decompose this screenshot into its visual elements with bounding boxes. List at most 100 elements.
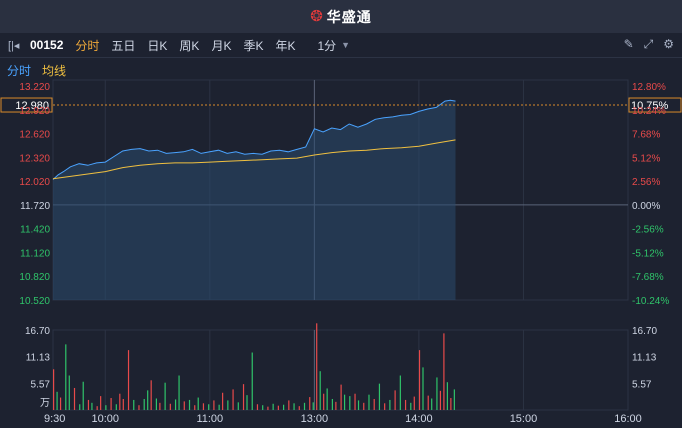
price-fill	[53, 100, 456, 300]
volume-bar	[164, 382, 166, 410]
pct-tick-label: 10.24%	[632, 106, 666, 117]
volume-bar	[357, 400, 360, 410]
volume-bar	[326, 388, 328, 410]
tab-five-day[interactable]: 五日	[111, 38, 136, 53]
volume-bar	[232, 389, 234, 410]
volume-bar	[127, 350, 130, 410]
tab-weekly-k[interactable]: 周K	[179, 38, 200, 53]
tab-quarterly-k[interactable]: 季K	[243, 38, 264, 53]
volume-bar	[272, 403, 274, 410]
volume-bar	[277, 405, 279, 410]
volume-bar	[100, 396, 102, 410]
volume-bar	[222, 392, 224, 410]
tab-monthly-k[interactable]: 月K	[211, 38, 232, 53]
volume-bar	[410, 402, 412, 410]
pencil-icon[interactable]: ✎	[623, 37, 634, 51]
crosshair-price-box	[0, 97, 53, 113]
volume-bar	[202, 403, 205, 410]
price-tick-label: 11.720	[20, 201, 50, 212]
volume-bar	[331, 398, 333, 410]
pct-tick-label: 2.56%	[632, 177, 660, 188]
price-tick-label: 13.220	[19, 82, 50, 93]
brand-name: 华盛通	[326, 8, 372, 25]
volume-bar	[267, 406, 269, 410]
volume-bar	[194, 405, 196, 410]
volume-bar	[218, 404, 220, 410]
volume-bar	[378, 383, 381, 410]
volume-bar	[368, 394, 370, 410]
price-tick-label: 11.120	[20, 248, 50, 259]
expand-icon[interactable]: ⤢	[643, 37, 654, 51]
time-tick-label: 13:00	[301, 413, 329, 425]
tab-daily-k[interactable]: 日K	[147, 38, 168, 53]
pct-tick-label: -2.56%	[632, 225, 664, 236]
volume-bar	[115, 404, 117, 410]
interval-select[interactable]: 1分	[317, 38, 337, 53]
volume-bar	[446, 382, 448, 410]
price-tick-label: 12.620	[19, 130, 50, 141]
volume-tick-label-right: 5.57	[632, 379, 652, 390]
time-tick-label: 15:00	[510, 413, 538, 425]
tab-yearly-k[interactable]: 年K	[275, 38, 296, 53]
chevron-down-icon[interactable]: ▼	[341, 40, 351, 50]
time-tick-label: 11:00	[196, 413, 223, 425]
time-tick-label: 14:00	[405, 413, 433, 425]
volume-tick-label-right: 11.13	[632, 353, 657, 364]
price-fill-area	[53, 100, 456, 300]
volume-bar	[323, 393, 325, 410]
weibo-style-logo-icon: ❂	[310, 8, 323, 25]
volume-bar	[335, 401, 337, 410]
pct-tick-label: -5.12%	[632, 248, 664, 259]
toolbar-actions: ✎ ⤢ ⚙	[624, 37, 674, 52]
stock-code: 00152	[30, 38, 64, 52]
volume-bar	[82, 381, 84, 410]
volume-bar	[422, 367, 424, 410]
volume-bar	[363, 402, 365, 410]
volume-bar	[384, 403, 386, 410]
volume-bar	[197, 397, 199, 410]
volume-bar	[133, 399, 135, 410]
volume-bar	[105, 405, 107, 410]
volume-bar	[246, 395, 248, 410]
volume-bar	[79, 404, 81, 410]
price-tick-label: 12.920	[19, 106, 50, 117]
collapse-panel-icon[interactable]: [|◂	[8, 39, 20, 52]
volume-bar	[256, 404, 259, 410]
crosshair-pct-box	[628, 97, 682, 113]
volume-bar	[413, 396, 415, 410]
volume-bar	[316, 323, 318, 410]
volume-bar	[147, 390, 149, 410]
crosshair: 12.980 10.75%	[0, 97, 682, 113]
volume-bar	[242, 384, 245, 410]
volume-bar	[354, 393, 356, 410]
volume-bar	[349, 396, 351, 410]
indicator-intraday[interactable]: 分时	[7, 64, 32, 78]
crosshair-pct-label: 10.75%	[631, 100, 669, 112]
pct-tick-label: 12.80%	[632, 82, 666, 93]
volume-bar	[178, 375, 180, 410]
brand-logo: ❂ 华盛通	[310, 7, 372, 27]
volume-bar	[427, 395, 429, 410]
volume-bar	[237, 402, 239, 410]
volume-bar	[208, 404, 210, 410]
volume-tick-label: 11.13	[26, 353, 51, 364]
volume-tick-label: 万	[40, 398, 50, 409]
volume-bar	[59, 397, 62, 410]
volume-bar	[319, 371, 321, 410]
settings-icon[interactable]: ⚙	[663, 37, 674, 51]
volume-bars	[53, 323, 455, 410]
indicator-average[interactable]: 均线	[42, 64, 67, 78]
volume-tick-label: 16.70	[25, 326, 50, 337]
indicator-tabs: 分时 均线	[0, 58, 682, 78]
volume-bar	[68, 375, 70, 410]
tab-intraday[interactable]: 分时	[75, 38, 100, 53]
pct-tick-label: -10.24%	[632, 296, 669, 307]
volume-bar	[174, 399, 177, 410]
volume-bar	[389, 399, 391, 410]
volume-bar	[169, 403, 171, 410]
volume-bar	[309, 397, 311, 410]
volume-bar	[436, 377, 438, 410]
volume-bar	[303, 402, 306, 410]
axis-labels: 13.220 12.80% 12.920 10.24% 12.620 7.68% 12.32…	[19, 82, 669, 425]
